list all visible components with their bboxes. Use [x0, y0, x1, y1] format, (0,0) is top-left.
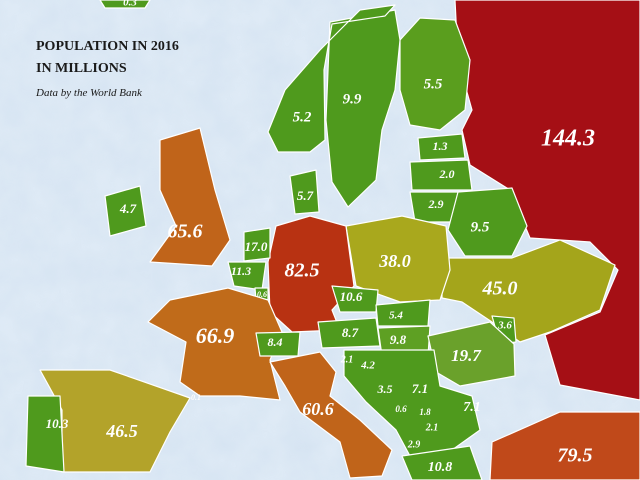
ireland: [104, 185, 147, 237]
region-value: 1.3: [433, 139, 448, 153]
region-value: 0.1: [191, 393, 201, 402]
region-value: 2.1: [425, 422, 439, 433]
region-value: 8.7: [342, 325, 359, 340]
germany: [267, 215, 355, 333]
region-value: 46.5: [105, 421, 138, 441]
labels: 0.3 5.2 9.9 5.5 144.3 1.3 2.0 2.9 9.5 5.7 4.7 65.6 1…: [46, 0, 595, 475]
region-value: 45.0: [482, 278, 518, 300]
countries: [25, 0, 640, 480]
region-value: 10.8: [428, 460, 453, 475]
heading: POPULATION IN 2016 IN MILLIONS Data by t…: [35, 39, 179, 99]
czechia: [331, 285, 379, 313]
estonia: [417, 133, 466, 161]
region-value: 5.2: [293, 109, 312, 125]
region-value: 4.7: [119, 201, 137, 216]
region-value: 8.4: [268, 335, 283, 349]
belarus: [447, 187, 528, 257]
spain: [39, 369, 191, 473]
region-value: 1.8: [419, 407, 431, 417]
region-value: 0.6: [395, 404, 407, 414]
region-value: 11.3: [231, 264, 251, 278]
region-value: 10.6: [340, 289, 363, 304]
united-kingdom: [149, 127, 231, 267]
region-value: 65.6: [168, 221, 203, 243]
region-value: 2.1: [340, 354, 354, 365]
region-value: 144.3: [541, 126, 595, 152]
region-value: 2.9: [407, 439, 421, 450]
portugal: [25, 395, 65, 473]
slovakia: [375, 299, 431, 327]
region-value: 60.6: [302, 399, 334, 419]
greece: [401, 445, 483, 480]
region-value: 10.3: [46, 416, 69, 431]
region-value: 4.2: [360, 360, 375, 372]
region-value: 9.8: [390, 332, 407, 347]
norway: [267, 4, 396, 153]
region-value: 2.0: [439, 167, 455, 181]
sweden: [325, 9, 401, 208]
italy: [269, 351, 393, 479]
region-value: 7.1: [463, 400, 481, 415]
region-value: 0.6: [257, 290, 267, 299]
title-line: IN MILLIONS: [36, 61, 127, 76]
iceland: [99, 0, 151, 9]
region-value: 7.1: [412, 381, 428, 396]
latvia: [409, 159, 473, 191]
region-value: 17.0: [245, 239, 268, 254]
region-value: 2.9: [428, 197, 444, 211]
subtitle: Data by the World Bank: [35, 87, 143, 99]
region-value: 9.5: [471, 219, 490, 235]
region-value: 0.3: [123, 0, 137, 9]
finland: [399, 17, 471, 131]
denmark: [289, 169, 320, 215]
region-value: 3.5: [377, 382, 393, 396]
region-value: 19.7: [451, 346, 482, 365]
region-value: 66.9: [196, 323, 235, 348]
region-value: 5.7: [297, 188, 314, 203]
region-value: 38.0: [378, 251, 411, 271]
region-value: 82.5: [285, 260, 320, 282]
region-value: 5.5: [424, 76, 443, 92]
title-line: POPULATION IN 2016: [36, 39, 179, 54]
region-value: 9.9: [343, 91, 362, 107]
russia: [454, 0, 640, 401]
turkey: [489, 411, 640, 480]
ukraine: [441, 239, 616, 343]
netherlands: [243, 227, 271, 262]
france: [147, 287, 283, 401]
region-value: 5.4: [389, 310, 403, 322]
region-value: 3.6: [497, 320, 512, 332]
region-value: 79.5: [558, 445, 593, 467]
